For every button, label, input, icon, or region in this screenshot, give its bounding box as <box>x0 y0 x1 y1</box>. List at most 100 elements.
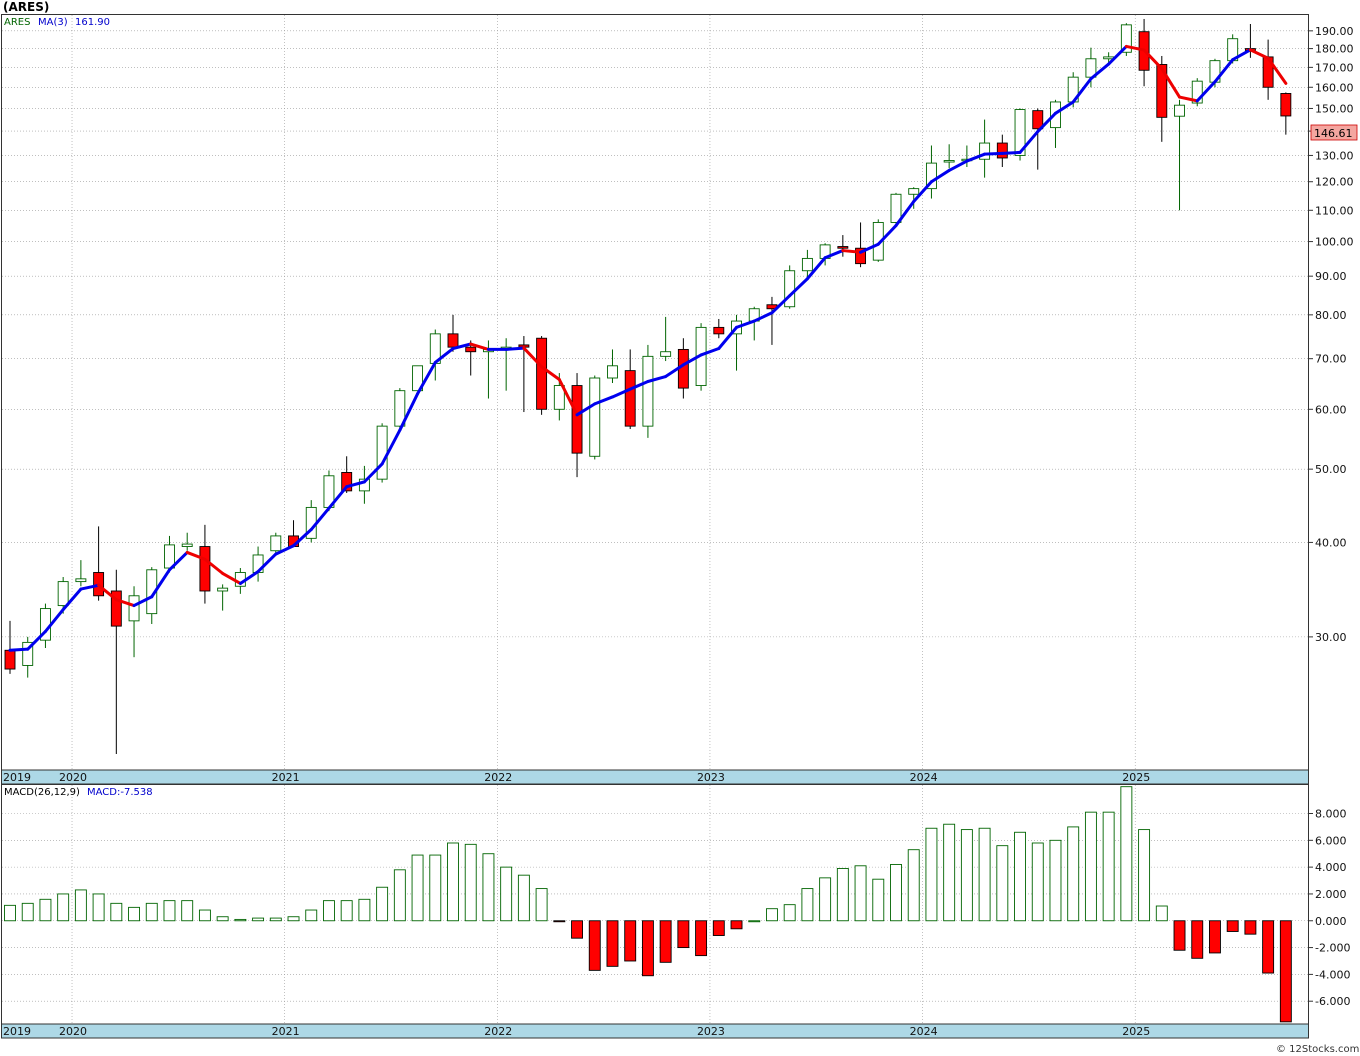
macd-bar <box>535 888 548 922</box>
macd-bar <box>606 920 619 967</box>
year-label: 2019 <box>3 771 31 784</box>
ma-segment <box>752 311 774 323</box>
macd-bar <box>39 898 52 922</box>
candle-body <box>784 270 796 308</box>
candle-body <box>57 581 69 607</box>
ma-segment <box>557 377 579 417</box>
ma-segment <box>469 342 490 351</box>
ma-segment <box>681 353 703 367</box>
year-axis-bottom: 2019 2020 2021 2022 2023 2024 2025 <box>3 1025 1150 1038</box>
macd-bar <box>730 920 743 930</box>
price-tick-label: 170.00 <box>1315 61 1354 74</box>
last-price-tag-box <box>1310 124 1358 141</box>
macd-bar <box>695 920 708 957</box>
ma-segment <box>1053 100 1075 115</box>
ma-segment <box>965 152 987 163</box>
price-tick-label: 60.00 <box>1315 403 1347 416</box>
candle-body <box>855 247 867 265</box>
ma-segment <box>221 571 242 585</box>
macd-bar <box>588 920 601 971</box>
macd-bar <box>907 849 920 922</box>
ma-segment <box>1000 150 1022 155</box>
candle <box>199 524 211 604</box>
ma-segment <box>203 557 225 575</box>
candle-body <box>22 641 34 666</box>
macd-bar <box>1014 831 1026 922</box>
candle <box>270 532 282 555</box>
macd-bar <box>358 898 371 922</box>
year-label: 2022 <box>484 771 512 784</box>
ma-segment <box>646 375 668 384</box>
macd-bar <box>429 854 442 922</box>
candle-body <box>412 365 424 392</box>
ma-segment <box>929 168 951 184</box>
price-tick-label: 150.00 <box>1315 102 1354 115</box>
year-label: 2024 <box>910 1025 938 1038</box>
ma-segment <box>362 462 384 484</box>
year-label: 2021 <box>272 1025 300 1038</box>
time-axis-band <box>1 769 1309 785</box>
ma-segment <box>876 224 898 246</box>
candle <box>1120 23 1132 56</box>
ma-segment <box>664 363 685 379</box>
macd-grid <box>2 785 1308 1024</box>
ma-segment <box>433 347 455 364</box>
year-label: 2025 <box>1122 1025 1150 1038</box>
candle-body <box>996 142 1008 159</box>
ma-segment <box>1018 130 1040 154</box>
macd-bar <box>1226 920 1239 932</box>
candle-body <box>1280 93 1292 117</box>
year-label: 2019 <box>3 1025 31 1038</box>
candle-body <box>358 478 370 492</box>
year-label: 2020 <box>59 771 87 784</box>
ma-segment <box>504 346 526 351</box>
macd-bar <box>836 868 849 922</box>
ma-segment <box>610 387 632 399</box>
macd-bar <box>1102 811 1115 922</box>
ma-segment <box>540 365 561 381</box>
macd-bar <box>500 866 513 922</box>
macd-bar <box>996 845 1009 922</box>
ma-segment <box>1036 111 1057 134</box>
macd-bar <box>1279 920 1292 1023</box>
price-tick-label: 30.00 <box>1315 631 1347 644</box>
year-label: 2021 <box>272 771 300 784</box>
macd-tick-label: 0.000 <box>1315 915 1347 928</box>
macd-bar <box>854 865 867 922</box>
macd-bar <box>21 902 34 922</box>
macd-bar <box>393 869 406 922</box>
macd-bar-series <box>4 786 1292 1023</box>
macd-legend-value: MACD:-7.538 <box>87 787 153 798</box>
ma-segment <box>628 380 650 391</box>
macd-axis: -6.000 -4.000 -2.000 0.000 2.000 4.000 6.000 8.… <box>1308 807 1350 1008</box>
macd-bar <box>712 920 725 936</box>
macd-bar <box>1120 786 1133 922</box>
macd-bar <box>340 900 353 922</box>
macd-bar <box>553 920 566 923</box>
macd-bar <box>819 877 832 922</box>
ma-segment <box>97 583 118 602</box>
ma-segment <box>416 360 437 396</box>
ma-segment <box>1266 56 1288 85</box>
ma-segment <box>1107 44 1128 66</box>
ma-segment <box>947 159 969 172</box>
candle-body <box>571 385 583 454</box>
macd-bar <box>1155 905 1168 922</box>
candle-body <box>465 346 477 353</box>
ma-segment <box>150 568 171 599</box>
ma-segment <box>823 249 845 260</box>
macd-bar <box>978 827 991 922</box>
moving-average-line <box>8 44 1288 652</box>
legend-ma-label: MA(3) <box>38 17 68 28</box>
candle-body <box>1174 104 1185 117</box>
macd-bar <box>1084 811 1097 922</box>
macd-bar <box>1067 826 1080 922</box>
macd-tick-label: 4.000 <box>1315 861 1347 874</box>
candle <box>128 586 140 658</box>
year-label: 2020 <box>59 1025 87 1038</box>
macd-bar <box>482 853 495 922</box>
ma-segment <box>292 528 313 548</box>
candle <box>713 318 725 339</box>
candle-body <box>447 333 459 348</box>
